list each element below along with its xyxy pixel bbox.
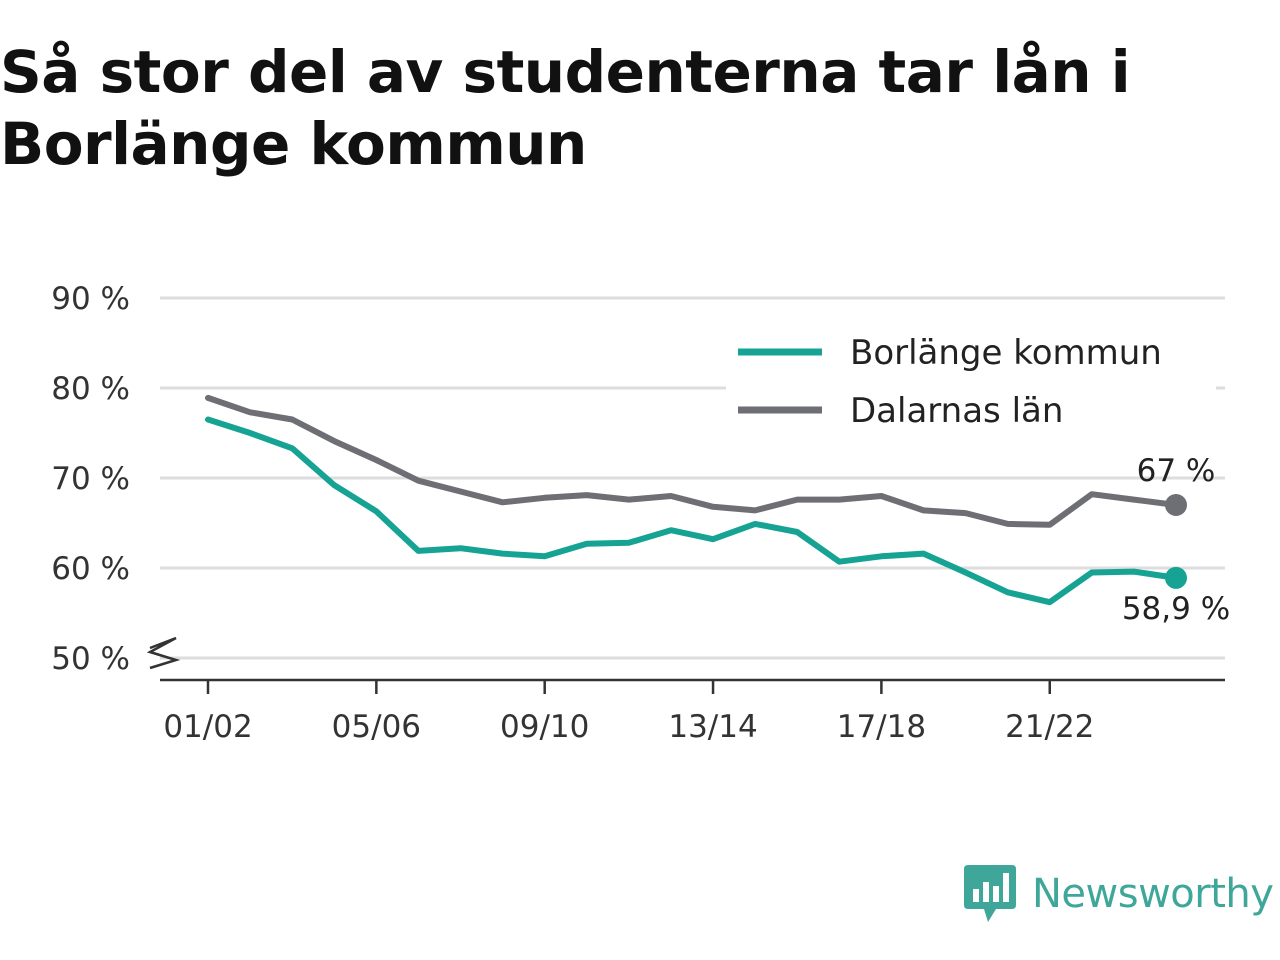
y-tick-label: 70 % [51, 461, 130, 497]
newsworthy-logo-icon [964, 865, 1016, 922]
legend-label: Dalarnas län [850, 391, 1063, 431]
series-line [205, 394, 1179, 528]
x-tick-label: 17/18 [837, 709, 926, 745]
series-lines: 67 % 58,9 % [205, 394, 1230, 627]
brand-name: Newsworthy [1032, 871, 1274, 917]
x-tick-label: 09/10 [500, 709, 589, 745]
series-end-label: 58,9 % [1122, 591, 1230, 627]
x-axis: 01/02 05/06 09/10 13/14 17/18 21/22 [160, 678, 1225, 745]
x-tick-label: 21/22 [1005, 709, 1094, 745]
chart-title: Så stor del av studenterna tar lån i Bor… [0, 38, 1131, 178]
y-axis: 50 % 60 % 70 % 80 % 90 % [51, 281, 181, 677]
axis-break-icon [146, 636, 181, 670]
legend-label: Borlänge kommun [850, 333, 1162, 373]
y-tick-label: 50 % [51, 641, 130, 677]
y-tick-label: 60 % [51, 551, 130, 587]
x-tick-label: 05/06 [332, 709, 421, 745]
series-end-marker [1165, 494, 1187, 516]
series-end-marker [1165, 566, 1187, 589]
series-end-label: 67 % [1137, 453, 1216, 489]
series-line [205, 416, 1179, 606]
y-tick-label: 90 % [51, 281, 130, 317]
y-tick-label: 80 % [51, 371, 130, 407]
legend-background [726, 318, 1216, 438]
x-tick-label: 01/02 [163, 709, 252, 745]
legend: Borlänge kommun Dalarnas län [726, 318, 1216, 438]
x-tick-label: 13/14 [668, 709, 757, 745]
brand-logo: Newsworthy [964, 864, 1274, 924]
